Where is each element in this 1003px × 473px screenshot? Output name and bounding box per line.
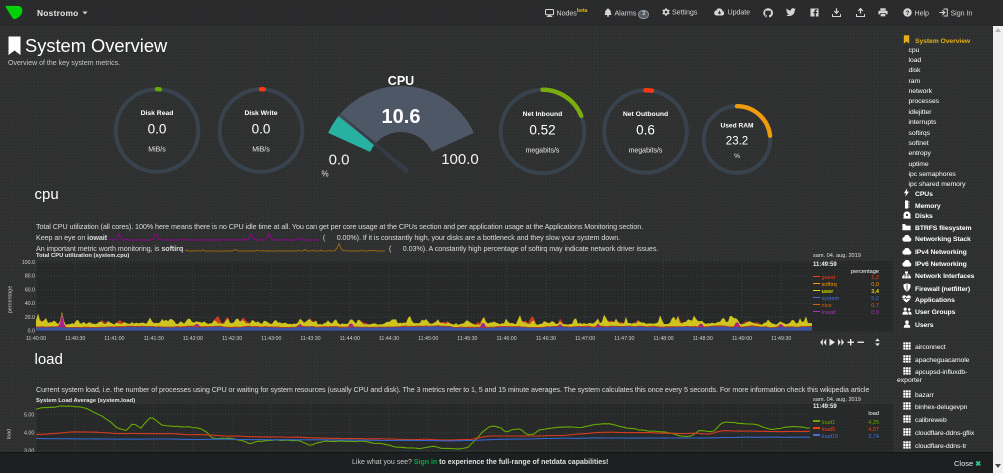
svg-text:megabits/s: megabits/s [629, 148, 663, 155]
svg-text:11:42:30: 11:42:30 [222, 336, 242, 342]
svg-text:0.0: 0.0 [252, 122, 271, 137]
svg-text:11:41:30: 11:41:30 [144, 336, 164, 342]
svg-text:11:49:30: 11:49:30 [771, 336, 791, 342]
svg-text:%: % [322, 170, 329, 179]
svg-text:Disk Read: Disk Read [141, 110, 174, 117]
svg-text:megabits/s: megabits/s [526, 148, 560, 155]
svg-text:load: load [7, 429, 13, 439]
svg-text:11:40:30: 11:40:30 [65, 336, 85, 342]
svg-text:11:43:30: 11:43:30 [300, 336, 320, 342]
svg-text:11:42:00: 11:42:00 [183, 336, 203, 342]
svg-text:11:49:00: 11:49:00 [732, 336, 752, 342]
svg-text:11:44:30: 11:44:30 [379, 336, 399, 342]
svg-text:0.52: 0.52 [529, 123, 555, 138]
svg-text:4.00: 4.00 [24, 430, 34, 436]
svg-text:0.0: 0.0 [148, 122, 167, 137]
svg-text:Net Inbound: Net Inbound [523, 111, 563, 118]
svg-text:CPU: CPU [388, 74, 414, 88]
svg-text:11:41:00: 11:41:00 [104, 336, 124, 342]
svg-text:20.0: 20.0 [25, 315, 35, 321]
svg-text:0.0: 0.0 [329, 152, 350, 169]
svg-text:11:47:00: 11:47:00 [575, 336, 595, 342]
svg-text:Used RAM: Used RAM [721, 123, 754, 130]
svg-text:40.0: 40.0 [25, 301, 35, 307]
svg-text:11:48:30: 11:48:30 [693, 336, 713, 342]
svg-text:11:45:00: 11:45:00 [418, 336, 438, 342]
svg-text:Net Outbound: Net Outbound [623, 111, 668, 118]
svg-text:?: ? [906, 10, 910, 17]
svg-text:5.00: 5.00 [24, 412, 34, 418]
svg-text:11:47:30: 11:47:30 [614, 336, 634, 342]
svg-text:3.00: 3.00 [24, 449, 34, 455]
svg-text:11:46:30: 11:46:30 [536, 336, 556, 342]
svg-text:11:44:00: 11:44:00 [340, 336, 360, 342]
svg-text:percentage: percentage [8, 286, 14, 314]
svg-text:0.0: 0.0 [28, 329, 35, 335]
svg-text:10.6: 10.6 [382, 106, 421, 128]
svg-text:23.2: 23.2 [726, 136, 748, 148]
svg-text:11:48:00: 11:48:00 [653, 336, 673, 342]
svg-text:0.6: 0.6 [636, 123, 655, 138]
svg-text:11:40:00: 11:40:00 [26, 336, 46, 342]
svg-text:100.0: 100.0 [22, 260, 35, 266]
svg-text:%: % [734, 153, 740, 160]
svg-text:Disk Write: Disk Write [244, 110, 277, 117]
svg-text:MiB/s: MiB/s [252, 147, 270, 154]
svg-text:100.0: 100.0 [441, 151, 479, 168]
svg-text:11:43:00: 11:43:00 [261, 336, 281, 342]
svg-text:60.0: 60.0 [25, 287, 35, 293]
svg-text:80.0: 80.0 [25, 274, 35, 280]
svg-text:11:46:00: 11:46:00 [496, 336, 516, 342]
svg-text:MiB/s: MiB/s [148, 147, 166, 154]
svg-text:11:45:30: 11:45:30 [457, 336, 477, 342]
